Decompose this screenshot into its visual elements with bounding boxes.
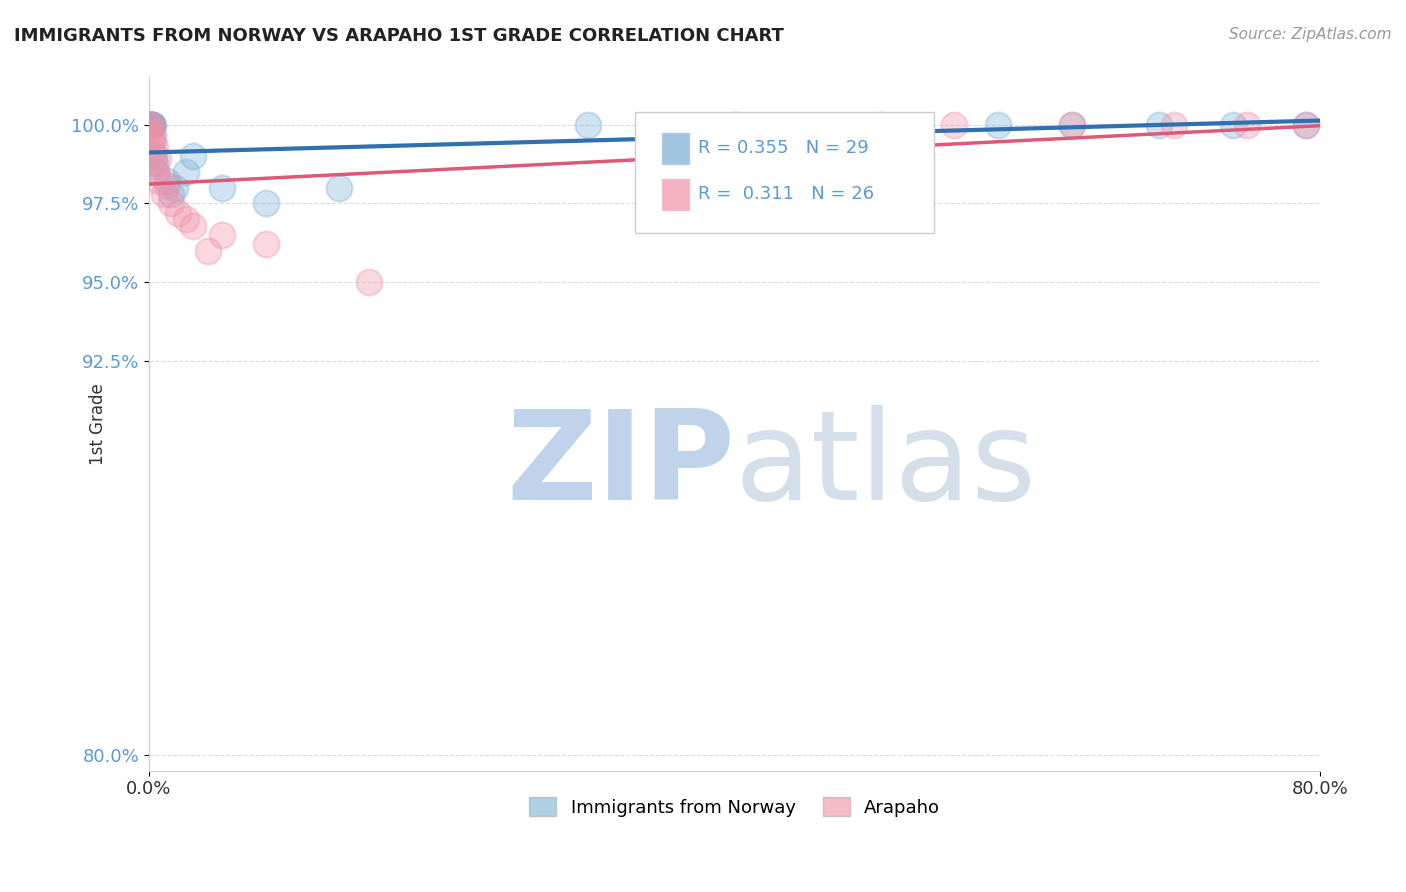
Point [870,118,893,132]
Point [724,118,747,132]
Point [1060,118,1083,132]
Point [143,140,166,154]
Point [145,165,167,179]
FancyBboxPatch shape [636,112,934,234]
Point [141,118,163,132]
Point [141,118,163,132]
Point [155,178,177,192]
Point [139,124,162,138]
Point [152,187,174,202]
Point [211,180,233,194]
Point [576,118,599,132]
Point [357,275,380,289]
Point [211,227,233,242]
Point [1060,118,1083,132]
Point [139,118,162,132]
Legend: Immigrants from Norway, Arapaho: Immigrants from Norway, Arapaho [522,790,948,824]
Point [142,133,165,147]
Text: ZIP: ZIP [506,405,735,526]
Y-axis label: 1st Grade: 1st Grade [90,384,107,465]
Text: R =  0.311   N = 26: R = 0.311 N = 26 [699,185,875,202]
Point [181,219,204,233]
Point [160,187,183,202]
Text: R = 0.355   N = 29: R = 0.355 N = 29 [699,139,869,157]
Text: Source: ZipAtlas.com: Source: ZipAtlas.com [1229,27,1392,42]
Text: atlas: atlas [735,405,1036,526]
Bar [661,178,690,211]
Point [139,118,162,132]
Point [1149,118,1171,132]
Text: IMMIGRANTS FROM NORWAY VS ARAPAHO 1ST GRADE CORRELATION CHART: IMMIGRANTS FROM NORWAY VS ARAPAHO 1ST GR… [14,27,785,45]
Point [197,244,219,258]
Point [165,180,187,194]
Point [174,165,197,179]
Point [138,118,160,132]
Point [328,180,350,194]
Point [148,174,170,188]
Point [142,118,165,132]
Point [139,118,162,132]
Point [1236,118,1258,132]
Point [181,149,204,163]
Bar [661,132,690,166]
Point [174,212,197,227]
Point [142,127,165,141]
Point [146,153,169,167]
Point [141,118,163,132]
Point [141,133,163,147]
Point [155,174,177,188]
Point [141,143,163,157]
Point [254,237,277,252]
Point [987,118,1010,132]
Point [138,118,160,132]
Point [139,118,162,132]
Point [145,165,167,179]
Point [142,155,165,169]
Point [141,118,163,132]
Point [143,149,166,163]
Point [254,196,277,211]
Point [1163,118,1185,132]
Point [143,155,166,169]
Point [167,206,190,220]
Point [1222,118,1244,132]
Point [1295,118,1317,132]
Point [943,118,966,132]
Point [160,196,183,211]
Point [1295,118,1317,132]
